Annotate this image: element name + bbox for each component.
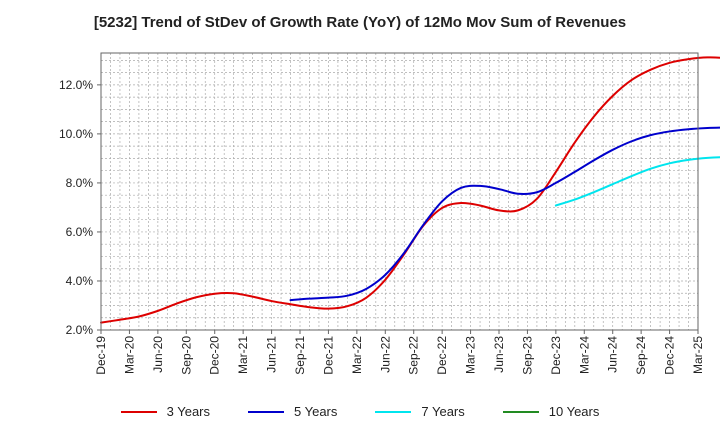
legend-label-3-years: 3 Years [166,404,210,419]
x-tick-label: Jun-22 [378,336,392,373]
x-axis: Dec-19 Mar-20 Jun-20 Sep-20 Dec-20 Mar-21 Jun-… [94,330,705,375]
legend-swatch-10-years [502,410,539,413]
x-tick-label: Mar-23 [464,336,478,374]
x-tick-label: Dec-24 [663,336,677,375]
plot-frame [100,52,699,331]
x-tick-label: Sep-24 [634,336,648,375]
x-tick-label: Mar-21 [236,336,250,374]
x-tick-label: Mar-20 [122,336,136,374]
legend-swatch-7-years [375,410,412,413]
series-lines [100,56,720,324]
x-tick-label: Sep-22 [407,336,421,375]
y-axis: 2.0% 4.0% 6.0% 8.0% 10.0% 12.0% [59,78,101,337]
chart-title: [5232] Trend of StDev of Growth Rate (Yo… [93,14,627,31]
legend-swatch-5-years [248,410,284,413]
x-tick-label: Dec-21 [321,336,335,375]
x-tick-label: Sep-23 [520,336,534,375]
x-tick-label: Mar-22 [350,336,364,374]
x-tick-label: Dec-19 [94,336,108,375]
legend-item-3-years: 3 Years [120,404,210,419]
legend-swatch-3-years [120,410,157,413]
x-tick-label: Sep-21 [293,336,307,375]
series-line-3-years [100,56,720,324]
x-tick-label: Mar-24 [577,336,591,374]
x-tick-label: Sep-20 [179,336,193,375]
x-tick-label: Mar-25 [691,336,705,374]
legend-label-10-years: 10 Years [548,404,600,419]
x-tick-label: Jun-20 [151,336,165,373]
x-tick-label: Jun-21 [265,336,279,373]
y-tick-label: 10.0% [59,127,93,141]
x-tick-label: Dec-22 [435,336,449,375]
x-tick-label: Jun-24 [606,336,620,373]
series-line-5-years [289,126,720,302]
legend-label-5-years: 5 Years [294,404,338,419]
y-tick-label: 4.0% [66,274,94,288]
x-tick-label: Dec-23 [549,336,563,375]
x-tick-label: Jun-23 [492,336,506,373]
x-tick-label: Dec-20 [208,336,222,375]
series-line-7-years [554,156,720,207]
legend-label-7-years: 7 Years [421,404,465,419]
y-tick-label: 2.0% [66,323,94,337]
plot-area [101,53,698,330]
legend: 3 Years 5 Years 7 Years 10 Years [0,404,720,419]
y-tick-label: 8.0% [66,176,94,190]
y-tick-label: 6.0% [66,225,94,239]
legend-item-5-years: 5 Years [248,404,337,419]
legend-item-7-years: 7 Years [375,404,465,419]
y-tick-label: 12.0% [59,78,93,92]
legend-item-10-years: 10 Years [502,404,600,419]
